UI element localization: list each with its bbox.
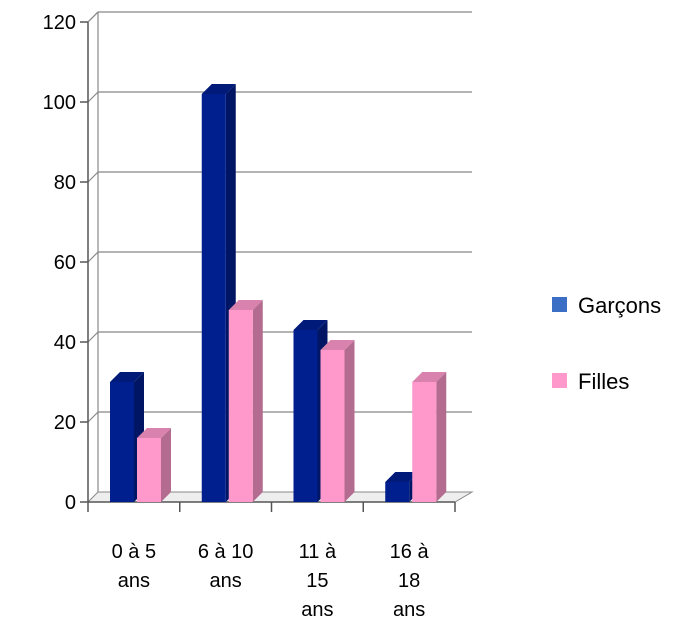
y-tick-label: 100	[43, 92, 76, 114]
legend-label: Garçons	[578, 293, 661, 318]
bar-side	[436, 372, 447, 502]
y-tick-label: 120	[43, 12, 76, 34]
y-tick-label: 60	[54, 252, 76, 274]
bar-front	[293, 330, 318, 502]
gridline-depth	[87, 411, 99, 423]
bar-top	[110, 372, 144, 382]
bar-front	[320, 350, 345, 502]
bar-filles	[412, 372, 447, 502]
bar-filles	[137, 428, 171, 502]
bar-front	[137, 438, 161, 502]
bar-side	[344, 340, 355, 502]
gridline-depth	[87, 91, 99, 103]
bar-top	[228, 300, 263, 310]
bars	[110, 84, 447, 502]
gridline-depth	[87, 171, 99, 183]
bar-top	[385, 472, 420, 482]
gridline-depth	[87, 251, 99, 263]
legend-swatch	[552, 297, 567, 312]
y-tick-label: 80	[54, 172, 76, 194]
x-category-label: 0 à 5 ans	[112, 541, 156, 592]
bar-top	[320, 340, 355, 350]
bar-front	[412, 382, 437, 502]
axis-labels: 0 20 40 60 80 100 120 0 à 5 ans 6 à 10 ans 11 à 15 an…	[43, 12, 430, 621]
x-category-label: 11 à 15 ans	[299, 541, 337, 621]
bar-front	[385, 482, 410, 502]
bar-front	[228, 310, 253, 502]
bar-front	[201, 94, 226, 502]
bar-filles	[228, 300, 263, 502]
bar-top	[137, 428, 171, 438]
gridline-depth	[87, 331, 99, 343]
y-tick-label: 0	[65, 492, 76, 514]
legend-label: Filles	[578, 369, 629, 394]
bar-garçons	[201, 84, 236, 502]
top-depth-edge	[87, 11, 99, 23]
legend: Garçons Filles	[552, 293, 661, 394]
bar-side	[161, 428, 171, 502]
y-tick-label: 20	[54, 412, 76, 434]
legend-swatch	[552, 373, 567, 388]
bar-top	[201, 84, 236, 94]
x-category-label: 6 à 10 ans	[198, 541, 254, 592]
bar-front	[110, 382, 134, 502]
bar-filles	[320, 340, 355, 502]
bar-top	[293, 320, 328, 330]
gridlines	[86, 11, 474, 503]
bar-top	[412, 372, 447, 382]
bar-side	[252, 300, 263, 502]
y-tick-label: 40	[54, 332, 76, 354]
x-category-label: 16 à 18 ans	[390, 541, 430, 621]
